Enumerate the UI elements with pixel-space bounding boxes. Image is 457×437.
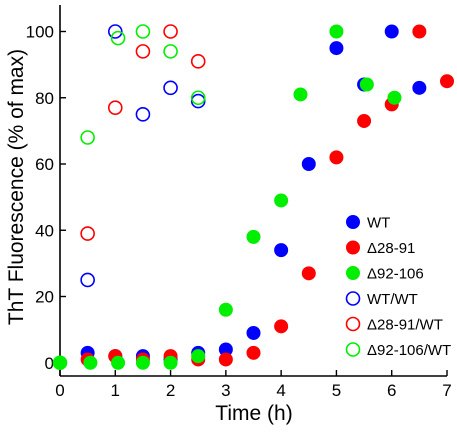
x-tick-label: 7 <box>442 381 451 400</box>
legend-marker <box>346 215 360 229</box>
x-axis-label: Time (h) <box>215 402 292 425</box>
legend-label: Δ28-91/WT <box>367 317 443 334</box>
legend-label: Δ92-106/WT <box>367 342 451 359</box>
series-0 <box>80 24 427 367</box>
series-1 <box>80 24 454 367</box>
open-data-point <box>163 80 178 96</box>
data-point <box>412 24 427 39</box>
data-point <box>135 355 150 370</box>
open-data-point <box>163 44 178 59</box>
open-data-point <box>80 272 95 288</box>
x-tick-label: 0 <box>55 381 64 400</box>
open-data-point <box>107 24 123 39</box>
series-4 <box>80 24 206 241</box>
legend: WT Δ28-91 Δ92-106 WT/WT Δ28-91/WT Δ92-106/WT <box>345 215 451 359</box>
legend-marker <box>345 291 361 306</box>
data-point <box>384 24 399 39</box>
data-point <box>246 229 261 244</box>
x-tick-label: 1 <box>111 381 120 400</box>
data-point <box>301 266 316 281</box>
open-data-point <box>163 24 178 39</box>
open-data-point <box>52 355 68 371</box>
open-data-point <box>135 107 151 122</box>
open-data-point <box>107 100 123 115</box>
open-data-point <box>135 24 151 39</box>
y-tick-label: 20 <box>35 288 54 307</box>
y-tick-label: 80 <box>35 89 54 108</box>
data-point <box>218 352 233 367</box>
legend-label: Δ28-91 <box>367 240 415 257</box>
data-point <box>357 113 372 128</box>
series-2 <box>53 24 402 370</box>
series-3 <box>80 24 206 288</box>
legend-marker <box>346 240 360 255</box>
data-point <box>83 355 98 370</box>
legend-marker <box>345 316 361 332</box>
open-data-point <box>110 30 126 46</box>
legend-label: WT/WT <box>367 291 418 308</box>
open-data-point <box>80 130 95 145</box>
data-point <box>191 349 206 364</box>
data-point <box>218 302 233 317</box>
x-tick-label: 4 <box>276 381 285 400</box>
data-point <box>301 157 316 171</box>
data-point <box>246 325 261 340</box>
axes <box>59 5 447 377</box>
open-data-point <box>190 90 206 106</box>
data-point <box>329 41 344 56</box>
legend-marker <box>346 266 360 280</box>
y-tick-label: 0 <box>45 354 54 373</box>
y-axis-label: ThT Fluorescence (% of max) <box>5 49 28 325</box>
x-tick-label: 3 <box>221 381 230 400</box>
legend-marker <box>345 342 361 357</box>
ticks: 0 1 2 3 4 5 6 7 0 20 40 60 80 100 <box>26 23 452 401</box>
y-tick-label: 100 <box>26 23 54 42</box>
data-point <box>329 150 344 165</box>
data-point <box>293 87 308 102</box>
open-data-point <box>80 226 95 241</box>
data-point <box>274 193 289 208</box>
data-point <box>274 319 289 334</box>
data-point <box>111 355 126 370</box>
open-data-point <box>190 93 206 109</box>
x-tick-label: 2 <box>166 381 175 400</box>
data-point <box>440 74 454 89</box>
data-point <box>274 243 289 258</box>
open-data-point <box>135 44 151 59</box>
y-tick-label: 40 <box>35 221 54 240</box>
data-point <box>412 80 427 95</box>
data-point <box>387 90 402 105</box>
x-tick-label: 6 <box>387 381 396 400</box>
series-5 <box>52 24 206 371</box>
data-point <box>246 345 261 360</box>
legend-label: WT <box>367 215 390 232</box>
data-point <box>163 355 178 370</box>
data-point <box>329 24 344 39</box>
legend-label: Δ92-106 <box>367 266 424 283</box>
y-tick-label: 60 <box>35 155 54 174</box>
x-tick-label: 5 <box>332 381 341 400</box>
data-point <box>359 77 374 92</box>
data-points <box>52 24 454 371</box>
open-data-point <box>190 54 206 69</box>
